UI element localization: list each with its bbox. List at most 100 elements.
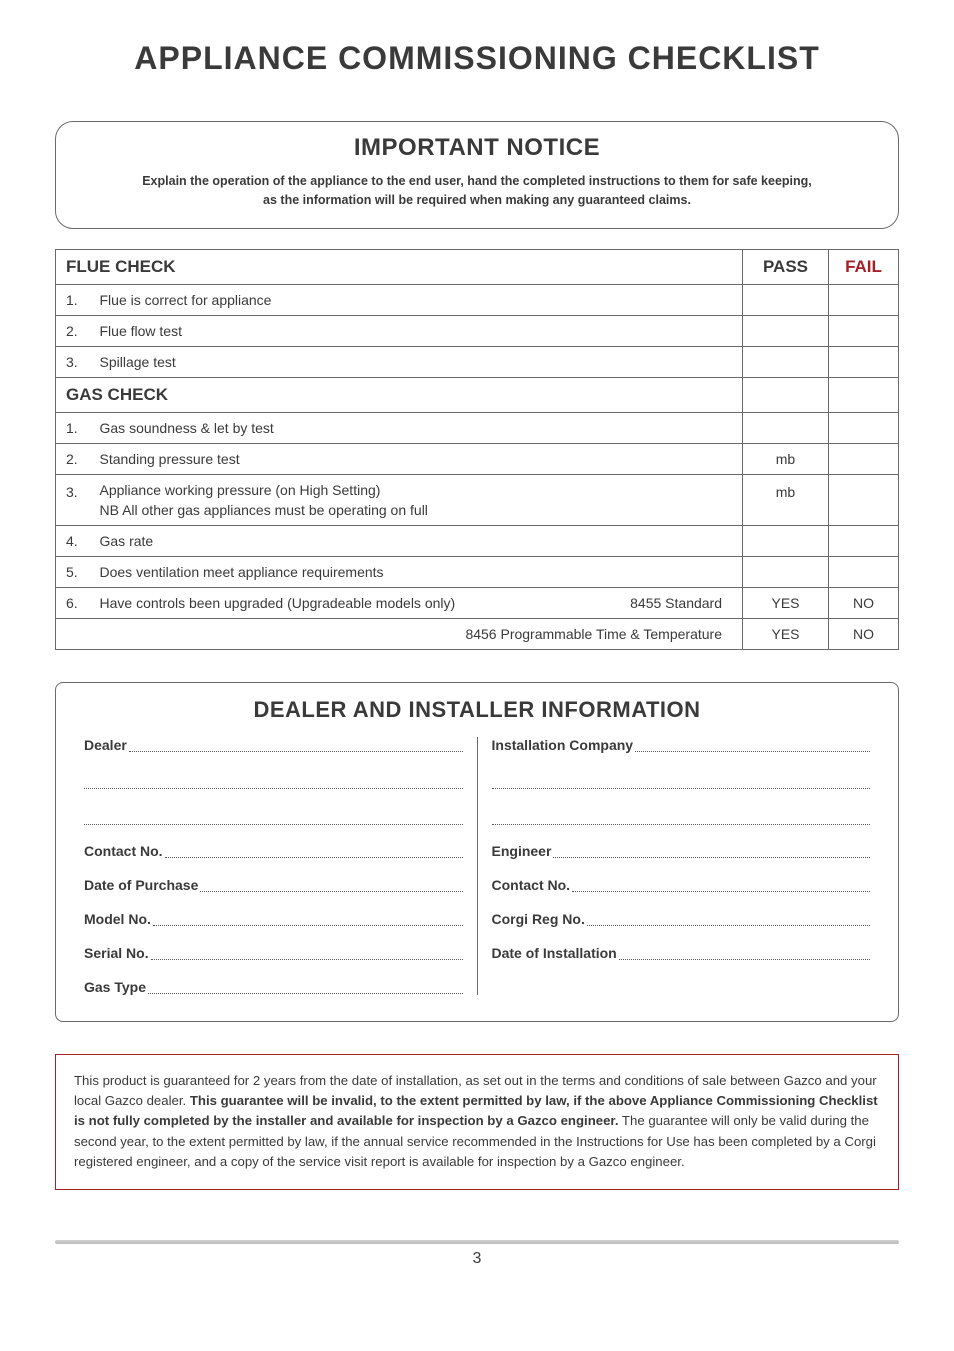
row-desc: Appliance working pressure (on High Sett… xyxy=(100,482,733,498)
notice-line1: Explain the operation of the appliance t… xyxy=(142,174,812,188)
field-dealer[interactable]: Dealer xyxy=(84,737,463,753)
pass-cell[interactable] xyxy=(743,556,829,587)
commissioning-check-table: FLUE CHECK PASS FAIL 1. Flue is correct … xyxy=(55,249,899,650)
notice-line2: as the information will be required when… xyxy=(263,193,691,207)
notice-heading: IMPORTANT NOTICE xyxy=(86,134,868,162)
field-label: Installation Company xyxy=(492,737,634,753)
row-desc: Does ventilation meet appliance requirem… xyxy=(90,556,743,587)
field-contact-no[interactable]: Contact No. xyxy=(84,843,463,859)
fail-cell[interactable] xyxy=(829,525,899,556)
pass-cell[interactable]: mb xyxy=(743,443,829,474)
dotted-line xyxy=(129,740,463,752)
fail-cell[interactable] xyxy=(829,346,899,377)
pass-cell[interactable] xyxy=(743,315,829,346)
table-row: 2. Flue flow test xyxy=(56,315,899,346)
row-num: 2. xyxy=(56,443,90,474)
pass-cell[interactable]: mb xyxy=(743,474,829,525)
field-date-of-installation[interactable]: Date of Installation xyxy=(492,945,871,961)
pass-cell[interactable] xyxy=(743,525,829,556)
field-label: Corgi Reg No. xyxy=(492,911,585,927)
fail-heading: FAIL xyxy=(829,249,899,284)
row-desc: Gas soundness & let by test xyxy=(90,412,743,443)
field-gas-type[interactable]: Gas Type xyxy=(84,979,463,995)
row-right-label: 8456 Programmable Time & Temperature xyxy=(465,626,722,642)
dotted-line[interactable] xyxy=(84,811,463,825)
row-num: 1. xyxy=(56,412,90,443)
row-right-label: 8455 Standard xyxy=(630,595,722,611)
field-installation-company[interactable]: Installation Company xyxy=(492,737,871,753)
gas-check-heading: GAS CHECK xyxy=(56,377,743,412)
gas-check-header-row: GAS CHECK xyxy=(56,377,899,412)
table-row: 5. Does ventilation meet appliance requi… xyxy=(56,556,899,587)
pass-cell xyxy=(743,377,829,412)
flue-check-heading: FLUE CHECK xyxy=(56,249,743,284)
dotted-line xyxy=(553,846,870,858)
field-label: Date of Installation xyxy=(492,945,617,961)
row-num: 3. xyxy=(56,474,90,525)
fail-cell[interactable] xyxy=(829,284,899,315)
field-label: Gas Type xyxy=(84,979,146,995)
field-label: Date of Purchase xyxy=(84,877,198,893)
pass-cell[interactable]: YES xyxy=(743,587,829,618)
field-model-no[interactable]: Model No. xyxy=(84,911,463,927)
dotted-line[interactable] xyxy=(492,811,871,825)
row-desc: Flue is correct for appliance xyxy=(90,284,743,315)
dotted-line xyxy=(153,914,463,926)
fail-cell[interactable]: NO xyxy=(829,587,899,618)
dotted-line[interactable] xyxy=(492,775,871,789)
pass-cell[interactable] xyxy=(743,412,829,443)
table-row: 1. Gas soundness & let by test xyxy=(56,412,899,443)
field-contact-no[interactable]: Contact No. xyxy=(492,877,871,893)
page-number: 3 xyxy=(55,1250,899,1268)
footer-divider xyxy=(55,1240,899,1244)
field-label: Engineer xyxy=(492,843,552,859)
dotted-line xyxy=(148,982,463,994)
pass-cell[interactable] xyxy=(743,284,829,315)
dealer-right-column: Installation Company Engineer Contact No… xyxy=(478,737,871,995)
fail-cell[interactable] xyxy=(829,412,899,443)
pass-heading: PASS xyxy=(743,249,829,284)
row-num: 6. xyxy=(56,587,90,618)
fail-cell[interactable] xyxy=(829,474,899,525)
row-desc: Standing pressure test xyxy=(90,443,743,474)
row-desc: Have controls been upgraded (Upgradeable… xyxy=(100,595,456,611)
row-num xyxy=(56,618,90,649)
fail-cell[interactable]: NO xyxy=(829,618,899,649)
table-row: 4. Gas rate xyxy=(56,525,899,556)
pass-cell[interactable] xyxy=(743,346,829,377)
fail-cell[interactable] xyxy=(829,443,899,474)
fail-cell[interactable] xyxy=(829,315,899,346)
dealer-heading: DEALER AND INSTALLER INFORMATION xyxy=(84,697,870,723)
field-label: Contact No. xyxy=(492,877,571,893)
table-row: 6. Have controls been upgraded (Upgradea… xyxy=(56,587,899,618)
field-serial-no[interactable]: Serial No. xyxy=(84,945,463,961)
dotted-line xyxy=(635,740,870,752)
row-num: 4. xyxy=(56,525,90,556)
field-corgi-reg-no[interactable]: Corgi Reg No. xyxy=(492,911,871,927)
flue-check-header-row: FLUE CHECK PASS FAIL xyxy=(56,249,899,284)
field-date-of-purchase[interactable]: Date of Purchase xyxy=(84,877,463,893)
dotted-line[interactable] xyxy=(84,775,463,789)
row-subline: NB All other gas appliances must be oper… xyxy=(100,502,733,518)
row-num: 3. xyxy=(56,346,90,377)
row-num: 5. xyxy=(56,556,90,587)
fail-cell[interactable] xyxy=(829,556,899,587)
field-label: Serial No. xyxy=(84,945,149,961)
table-row: 3. Appliance working pressure (on High S… xyxy=(56,474,899,525)
fail-cell xyxy=(829,377,899,412)
dotted-line xyxy=(200,880,462,892)
field-engineer[interactable]: Engineer xyxy=(492,843,871,859)
guarantee-notice: This product is guaranteed for 2 years f… xyxy=(55,1054,899,1190)
dealer-left-column: Dealer Contact No. Date of Purchase Mode… xyxy=(84,737,478,995)
pass-cell[interactable]: YES xyxy=(743,618,829,649)
page-title: APPLIANCE COMMISSIONING CHECKLIST xyxy=(55,40,899,77)
field-label: Contact No. xyxy=(84,843,163,859)
notice-text: Explain the operation of the appliance t… xyxy=(117,172,837,210)
row-desc: Spillage test xyxy=(90,346,743,377)
dotted-line xyxy=(572,880,870,892)
field-label: Model No. xyxy=(84,911,151,927)
table-row: 1. Flue is correct for appliance xyxy=(56,284,899,315)
important-notice: IMPORTANT NOTICE Explain the operation o… xyxy=(55,121,899,229)
row-desc: Gas rate xyxy=(90,525,743,556)
dealer-installer-info: DEALER AND INSTALLER INFORMATION Dealer … xyxy=(55,682,899,1022)
